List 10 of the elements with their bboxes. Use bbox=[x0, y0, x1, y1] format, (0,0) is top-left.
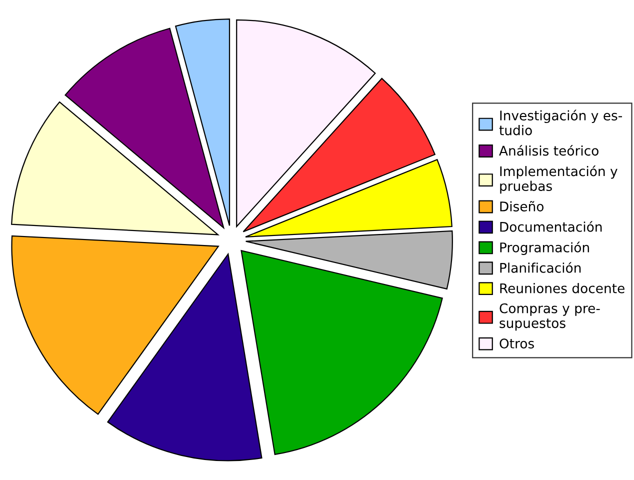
legend-label: Otros bbox=[500, 338, 534, 348]
legend-label: Diseño bbox=[500, 201, 544, 212]
legend-label: Reuniones docente bbox=[500, 283, 624, 294]
legend-label: Investigación y es- tudio bbox=[499, 110, 622, 136]
legend-label: Implementación y pruebas bbox=[500, 166, 618, 194]
legend-label: Documentación bbox=[500, 221, 602, 232]
legend-label: Análisis teórico bbox=[499, 144, 598, 156]
legend-label: Compras y pre- supuestos bbox=[500, 303, 600, 331]
legend-label: Programación bbox=[500, 242, 589, 255]
legend-label: Planificación bbox=[500, 262, 581, 273]
